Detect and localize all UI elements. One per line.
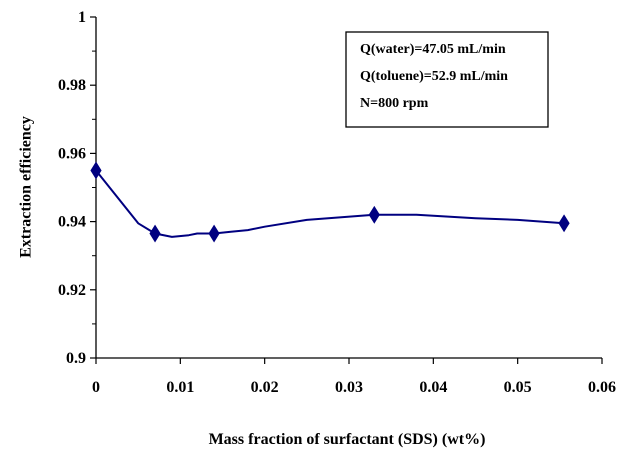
x-tick-label: 0.02 — [251, 379, 279, 396]
y-tick-label: 0.94 — [58, 214, 86, 231]
x-tick-label: 0.04 — [419, 379, 447, 396]
y-tick-label: 0.96 — [58, 145, 86, 162]
annotation-box: Q(water)=47.05 mL/min Q(toluene)=52.9 mL… — [345, 31, 549, 128]
annotation-line-3: N=800 rpm — [360, 96, 429, 111]
y-axis-title: Extraction efficiency — [18, 116, 35, 258]
annotation-line-1: Q(water)=47.05 mL/min — [360, 42, 506, 57]
annotation-frame — [345, 31, 549, 128]
ticks: 0.9 0.92 0.94 0.96 0.98 1 0 0.01 0.02 0.03 0.04 0.0… — [58, 9, 616, 396]
data-point-marker — [208, 224, 220, 243]
x-tick-label: 0 — [92, 379, 100, 396]
x-tick-label: 0.06 — [588, 379, 616, 396]
y-tick-label: 1 — [78, 9, 86, 26]
data-point-marker — [368, 205, 380, 224]
data-point-marker — [90, 161, 102, 180]
annotation-line-2: Q(toluene)=52.9 mL/min — [360, 69, 508, 84]
y-tick-label: 0.92 — [58, 282, 86, 299]
y-tick-label: 0.9 — [66, 350, 86, 367]
series-group — [90, 161, 570, 243]
series-line — [95, 169, 565, 238]
x-tick-label: 0.01 — [166, 379, 194, 396]
x-tick-label: 0.03 — [335, 379, 363, 396]
data-point-marker — [558, 214, 570, 233]
data-point-marker — [149, 224, 161, 243]
y-tick-label: 0.98 — [58, 77, 86, 94]
x-axis-title: Mass fraction of surfactant (SDS) (wt%) — [209, 431, 486, 448]
x-tick-label: 0.05 — [504, 379, 532, 396]
